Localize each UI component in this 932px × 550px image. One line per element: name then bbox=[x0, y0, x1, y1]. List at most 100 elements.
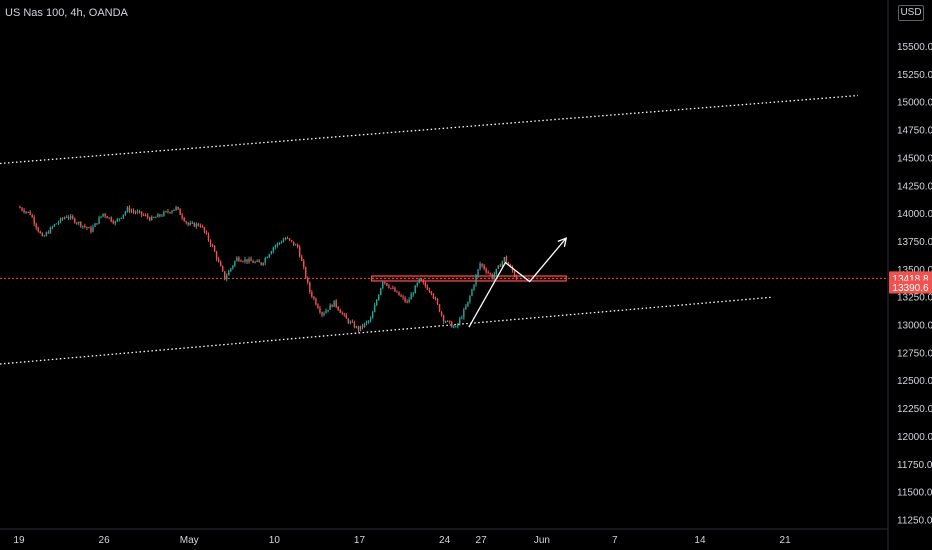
y-tick-label: 12000.0 bbox=[897, 432, 932, 443]
time-axis[interactable]: 19 26 May 10 17 24 27 Jun 7 14 21 bbox=[13, 535, 791, 546]
candle-body bbox=[25, 211, 27, 213]
candle-body bbox=[282, 239, 285, 243]
candle-body bbox=[128, 207, 131, 212]
candle-body bbox=[481, 263, 483, 266]
candle-body bbox=[163, 211, 165, 216]
candle-body bbox=[108, 217, 110, 219]
candle-body bbox=[412, 293, 414, 295]
y-tick-label: 15250.0 bbox=[897, 70, 932, 81]
candle-body bbox=[104, 213, 106, 217]
candle-body bbox=[465, 306, 467, 310]
candle-body bbox=[461, 317, 463, 319]
candle-body bbox=[361, 325, 364, 327]
candle-body bbox=[136, 211, 139, 213]
candle-body bbox=[19, 206, 21, 209]
candle-body bbox=[187, 222, 189, 225]
lower-channel-line bbox=[0, 296, 773, 365]
candle-body bbox=[155, 217, 157, 219]
candle-body bbox=[169, 212, 171, 214]
currency-button[interactable]: USD bbox=[898, 5, 924, 21]
y-tick-label: 13750.0 bbox=[897, 237, 932, 248]
candle-body bbox=[51, 226, 54, 228]
candle-body bbox=[159, 214, 161, 216]
candle-body bbox=[475, 275, 477, 285]
price-label-text: 13418.8 bbox=[892, 274, 929, 285]
candle-body bbox=[185, 221, 187, 223]
candle-body bbox=[234, 261, 236, 266]
candle-body bbox=[323, 313, 325, 315]
candle-body bbox=[471, 289, 473, 296]
candle-body bbox=[438, 304, 441, 312]
candle-body bbox=[288, 238, 291, 241]
candle-body bbox=[266, 257, 268, 259]
candle-body bbox=[276, 243, 279, 246]
candle-body bbox=[394, 288, 396, 292]
candle-body bbox=[404, 297, 406, 302]
candle-body bbox=[248, 258, 250, 262]
x-tick-label: 17 bbox=[354, 535, 366, 546]
candle-body bbox=[290, 240, 293, 242]
candle-body bbox=[126, 207, 129, 212]
candle-body bbox=[130, 210, 133, 212]
candle-body bbox=[321, 312, 323, 315]
candle-body bbox=[219, 261, 222, 267]
candle-body bbox=[414, 285, 416, 294]
x-tick-label: 26 bbox=[99, 535, 111, 546]
candle-body bbox=[27, 211, 29, 213]
y-tick-label: 13500.0 bbox=[897, 265, 932, 276]
candle-body bbox=[501, 261, 504, 267]
candle-body bbox=[213, 245, 216, 252]
candle-body bbox=[463, 309, 465, 318]
candle-body bbox=[31, 214, 33, 218]
candle-body bbox=[45, 232, 48, 236]
candle-body bbox=[284, 238, 287, 240]
candle-body bbox=[228, 271, 230, 276]
candle-body bbox=[339, 309, 341, 313]
candle-body bbox=[47, 232, 50, 234]
candle-body bbox=[134, 211, 137, 213]
candle-body bbox=[106, 216, 108, 219]
x-tick-label: 7 bbox=[612, 535, 618, 546]
candle-body bbox=[207, 233, 210, 241]
candle-body bbox=[149, 217, 151, 221]
candle-body bbox=[479, 263, 481, 270]
x-tick-label: 10 bbox=[269, 535, 281, 546]
candle-body bbox=[209, 240, 212, 245]
candle-body bbox=[442, 315, 445, 322]
candle-body bbox=[487, 272, 489, 274]
candle-body bbox=[264, 258, 266, 263]
candle-body bbox=[86, 226, 88, 229]
candle-body bbox=[112, 221, 114, 224]
candle-body bbox=[140, 211, 143, 215]
candle-body bbox=[197, 223, 200, 226]
candle-body bbox=[369, 318, 372, 321]
candle-body bbox=[396, 291, 398, 293]
candle-body bbox=[240, 260, 242, 262]
drawings-front-layer bbox=[468, 237, 568, 328]
candle-body bbox=[244, 259, 246, 262]
y-tick-label: 12500.0 bbox=[897, 376, 932, 387]
candles-layer bbox=[19, 205, 518, 333]
price-axis[interactable]: 11250.0 11500.0 11750.0 12000.0 12250.0 12500… bbox=[897, 42, 932, 526]
candle-body bbox=[345, 314, 348, 319]
candle-body bbox=[173, 209, 175, 211]
candle-body bbox=[49, 227, 52, 234]
candle-body bbox=[380, 288, 382, 296]
candle-body bbox=[96, 223, 98, 225]
candle-body bbox=[78, 222, 80, 224]
candle-body bbox=[59, 218, 62, 223]
candle-body bbox=[165, 211, 167, 213]
candle-body bbox=[337, 306, 339, 310]
y-tick-label: 14500.0 bbox=[897, 153, 932, 164]
candle-body bbox=[118, 218, 121, 220]
candle-body bbox=[303, 260, 305, 268]
candle-body bbox=[459, 318, 461, 325]
projection-arrow-path bbox=[468, 237, 567, 328]
x-tick-label: 21 bbox=[780, 535, 792, 546]
y-tick-label: 11500.0 bbox=[897, 488, 932, 499]
candle-body bbox=[388, 285, 390, 288]
price-label-box bbox=[889, 280, 932, 294]
candle-body bbox=[347, 318, 350, 323]
